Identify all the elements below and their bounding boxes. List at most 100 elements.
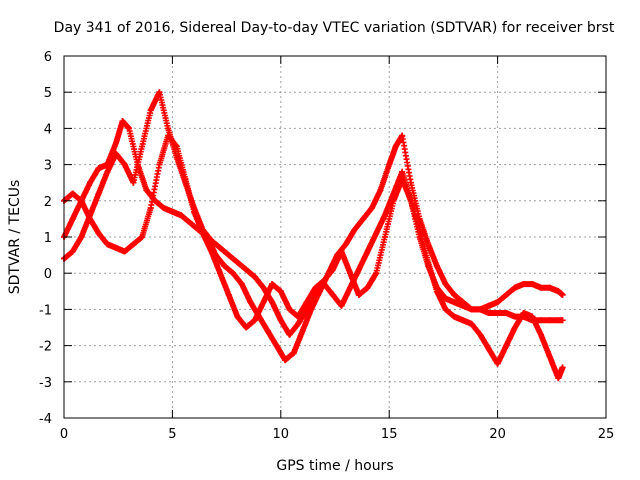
- data-point: [147, 107, 154, 114]
- data-point: [503, 291, 510, 298]
- data-point: [377, 186, 384, 193]
- x-tick-label: 25: [598, 427, 615, 442]
- y-tick-label: -2: [39, 340, 52, 355]
- data-point: [295, 320, 302, 327]
- data-point: [173, 143, 180, 150]
- data-point: [399, 132, 406, 139]
- data-point: [217, 270, 224, 277]
- data-point: [425, 262, 432, 269]
- data-point: [433, 262, 440, 269]
- x-axis-label: GPS time / hours: [276, 458, 393, 474]
- data-point: [95, 190, 102, 197]
- y-tick-label: 4: [44, 122, 52, 137]
- data-point: [329, 266, 336, 273]
- data-point: [373, 270, 380, 277]
- data-point: [243, 324, 250, 331]
- data-point: [143, 186, 150, 193]
- data-point: [355, 291, 362, 298]
- data-point: [494, 310, 501, 317]
- data-point: [251, 273, 258, 280]
- data-point: [494, 360, 501, 367]
- data-point: [264, 328, 271, 335]
- data-point: [113, 139, 120, 146]
- data-point: [368, 205, 375, 212]
- data-point: [121, 161, 128, 168]
- data-point: [286, 331, 293, 338]
- data-point: [529, 313, 536, 320]
- data-point: [407, 179, 414, 186]
- data-point: [555, 288, 562, 295]
- data-point: [165, 132, 172, 139]
- grid-lines: [64, 56, 606, 418]
- data-point: [119, 118, 126, 125]
- data-point: [234, 259, 241, 266]
- data-point: [251, 317, 258, 324]
- data-point: [169, 208, 176, 215]
- data-point: [442, 306, 449, 313]
- data-point: [494, 299, 501, 306]
- data-point: [381, 234, 388, 240]
- data-point: [312, 284, 319, 291]
- data-point: [442, 281, 449, 288]
- data-point: [342, 241, 349, 248]
- data-point: [139, 143, 146, 150]
- data-point: [433, 284, 440, 291]
- data-point: [260, 284, 267, 291]
- data-point: [139, 234, 146, 240]
- data-point: [468, 306, 475, 313]
- data-point: [321, 277, 328, 284]
- data-point: [381, 212, 388, 219]
- data-point: [503, 310, 510, 317]
- series-trace-c: [61, 132, 566, 331]
- data-point: [546, 284, 553, 291]
- data-point: [104, 168, 111, 175]
- data-point: [520, 310, 527, 317]
- data-point: [247, 299, 254, 306]
- data-point: [290, 349, 297, 356]
- data-point: [511, 324, 518, 331]
- data-point: [165, 125, 172, 132]
- data-point: [555, 375, 562, 382]
- data-point: [559, 317, 566, 324]
- data-point: [69, 215, 76, 222]
- data-point: [364, 248, 371, 255]
- data-point: [225, 252, 232, 259]
- series-trace-b: [61, 89, 566, 382]
- data-point: [282, 357, 289, 364]
- data-point: [511, 313, 518, 320]
- data-point: [537, 284, 544, 291]
- data-point: [537, 331, 544, 338]
- y-tick-label: 0: [44, 267, 52, 282]
- data-point: [126, 125, 133, 132]
- data-point: [186, 219, 193, 226]
- data-point: [451, 291, 458, 298]
- data-point: [299, 328, 306, 335]
- data-point: [537, 317, 544, 324]
- data-point: [104, 241, 111, 248]
- data-point: [78, 197, 85, 204]
- data-point: [121, 248, 128, 255]
- data-point: [156, 161, 163, 168]
- y-tick-label: 5: [44, 86, 52, 101]
- data-point: [390, 197, 397, 204]
- y-tick-label: 2: [44, 195, 52, 210]
- data-point: [178, 212, 185, 219]
- data-point: [69, 190, 76, 197]
- data-point: [373, 230, 380, 237]
- axis-ticks: 0 5 10 15 20 25 -4 -3 -2 -1 0 1 2 3 4 5 6: [39, 50, 614, 442]
- data-point: [451, 313, 458, 320]
- data-point: [295, 313, 302, 320]
- x-tick-label: 10: [273, 427, 290, 442]
- data-point: [559, 364, 566, 371]
- data-point: [546, 353, 553, 360]
- data-point: [95, 165, 102, 172]
- data-point: [360, 215, 367, 222]
- data-point: [355, 266, 362, 273]
- data-point: [277, 288, 284, 295]
- data-point: [221, 262, 228, 269]
- data-point: [208, 248, 215, 255]
- data-point: [386, 161, 393, 168]
- data-point: [238, 281, 245, 288]
- data-point: [459, 302, 466, 309]
